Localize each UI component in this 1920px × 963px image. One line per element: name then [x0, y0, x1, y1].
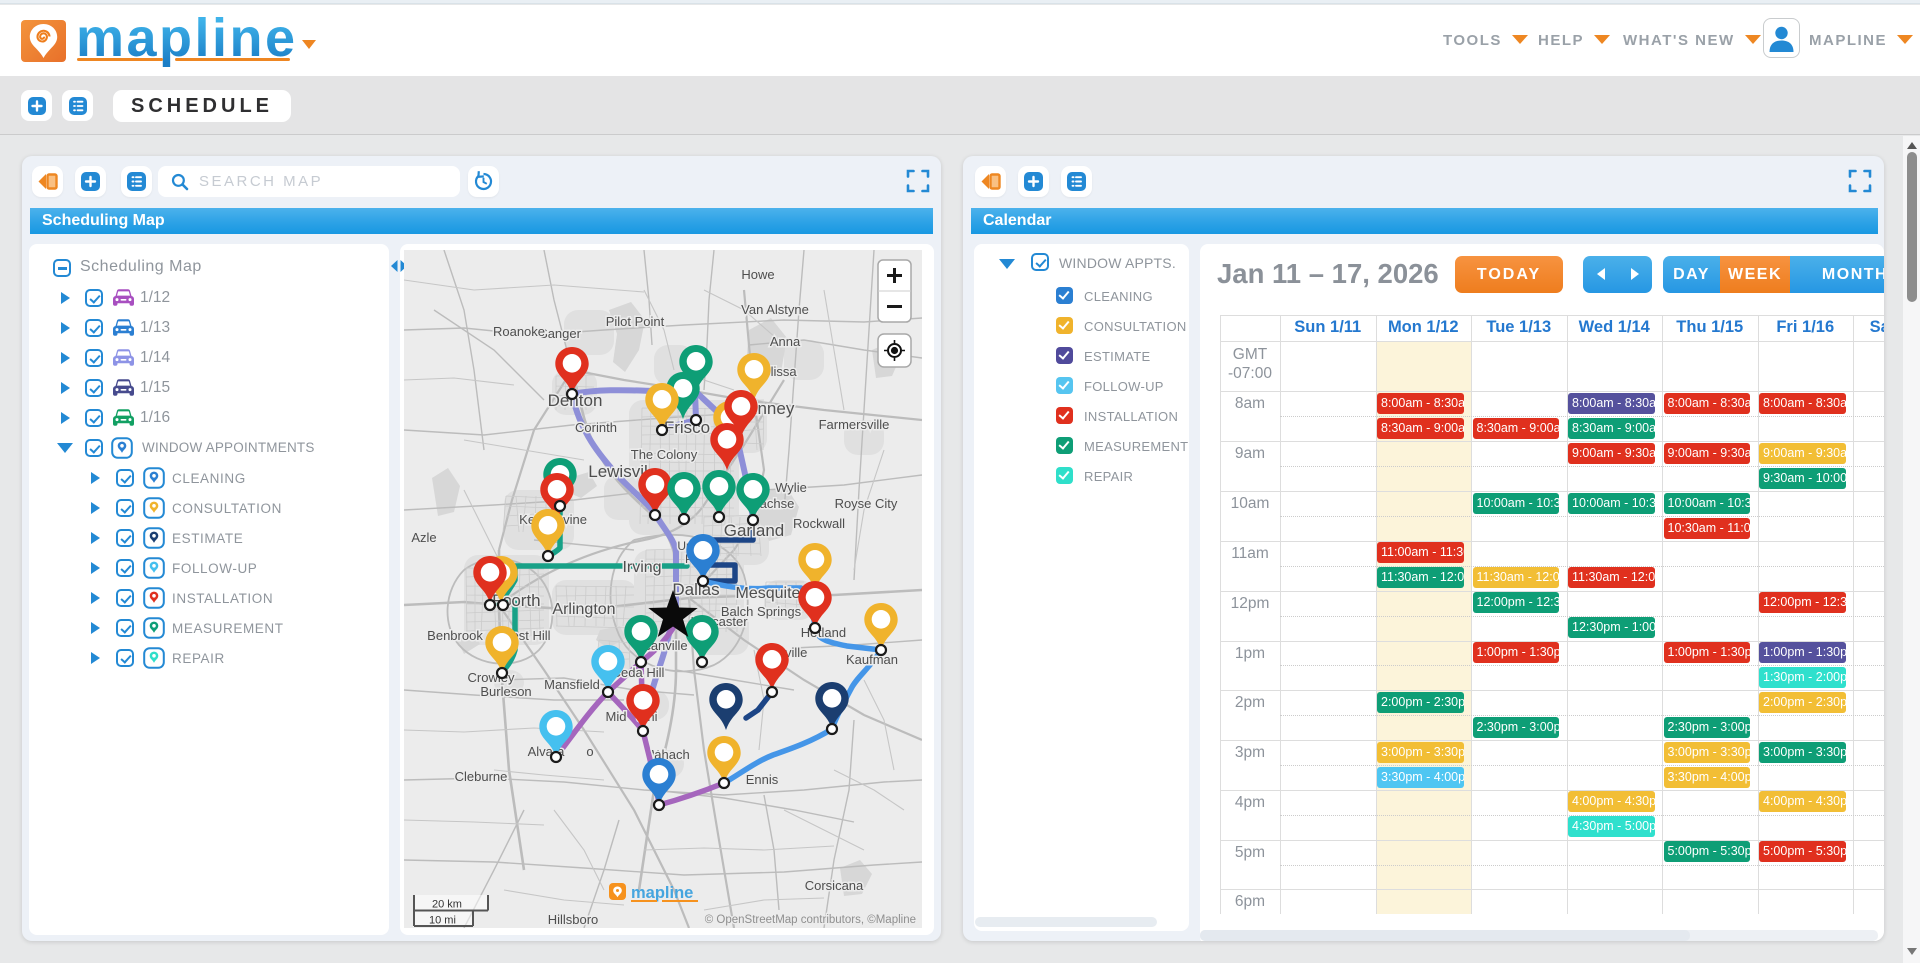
svg-text:Royse City: Royse City [835, 496, 898, 511]
svg-text:elissa: elissa [763, 364, 797, 379]
svg-text:Anna: Anna [770, 334, 801, 349]
svg-text:Lewisvil: Lewisvil [588, 462, 648, 481]
svg-text:Dallas: Dallas [672, 580, 719, 599]
svg-text:Ceda Hill: Ceda Hill [612, 665, 665, 680]
svg-text:inney: inney [754, 399, 795, 418]
svg-text:© OpenStreetMap contributors,: © OpenStreetMap contributors, ©Mapline [705, 914, 916, 926]
svg-text:Pilot Point: Pilot Point [606, 314, 665, 329]
svg-text:Irving: Irving [622, 559, 661, 576]
svg-text:Rockwall: Rockwall [793, 516, 845, 531]
svg-text:est Hill: est Hill [511, 628, 550, 643]
svg-text:Cleburne: Cleburne [455, 769, 508, 784]
svg-text:tland: tland [818, 625, 846, 640]
svg-text:Van Alstyne: Van Alstyne [741, 302, 809, 317]
svg-text:Burleson: Burleson [480, 684, 531, 699]
svg-text:Frisco: Frisco [664, 418, 710, 437]
svg-text:Wylie: Wylie [775, 480, 807, 495]
svg-text:orth: orth [511, 591, 540, 610]
svg-text:Hillsboro: Hillsboro [548, 912, 599, 927]
svg-text:Mid: Mid [606, 709, 627, 724]
svg-text:Roanoke: Roanoke [493, 324, 545, 339]
svg-text:Farmersville: Farmersville [819, 417, 890, 432]
svg-text:Benbrook: Benbrook [427, 628, 483, 643]
svg-text:Balch Springs: Balch Springs [721, 604, 802, 619]
svg-text:Corinth: Corinth [575, 420, 617, 435]
svg-text:Garland: Garland [724, 521, 784, 540]
svg-text:The Colony: The Colony [631, 447, 698, 462]
svg-text:o: o [586, 744, 593, 759]
svg-text:mapline: mapline [631, 884, 693, 902]
svg-text:Howe: Howe [741, 267, 774, 282]
svg-text:10 mi: 10 mi [429, 915, 456, 927]
svg-text:Corsicana: Corsicana [805, 878, 864, 893]
svg-text:Sanger: Sanger [539, 326, 582, 341]
svg-text:Ennis: Ennis [746, 772, 779, 787]
svg-text:Azle: Azle [411, 530, 436, 545]
svg-text:Arlington: Arlington [552, 601, 615, 618]
svg-text:20 km: 20 km [432, 899, 462, 911]
svg-text:Mansfield: Mansfield [544, 677, 600, 692]
svg-text:Mesquite: Mesquite [736, 585, 801, 602]
svg-text:achse: achse [760, 496, 795, 511]
svg-text:Kaufman: Kaufman [846, 652, 898, 667]
svg-text:Denton: Denton [548, 391, 603, 410]
